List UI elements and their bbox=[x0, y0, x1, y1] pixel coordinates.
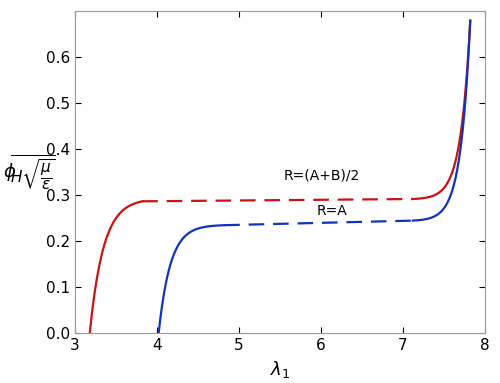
Text: $\overline{H\sqrt{\dfrac{\mu}{\varepsilon}}}$: $\overline{H\sqrt{\dfrac{\mu}{\varepsilo… bbox=[10, 153, 56, 192]
Text: $\phi$: $\phi$ bbox=[4, 161, 16, 183]
Text: R=(A+B)/2: R=(A+B)/2 bbox=[284, 168, 360, 182]
X-axis label: $\lambda_1$: $\lambda_1$ bbox=[270, 358, 290, 380]
Text: R=A: R=A bbox=[317, 204, 348, 218]
